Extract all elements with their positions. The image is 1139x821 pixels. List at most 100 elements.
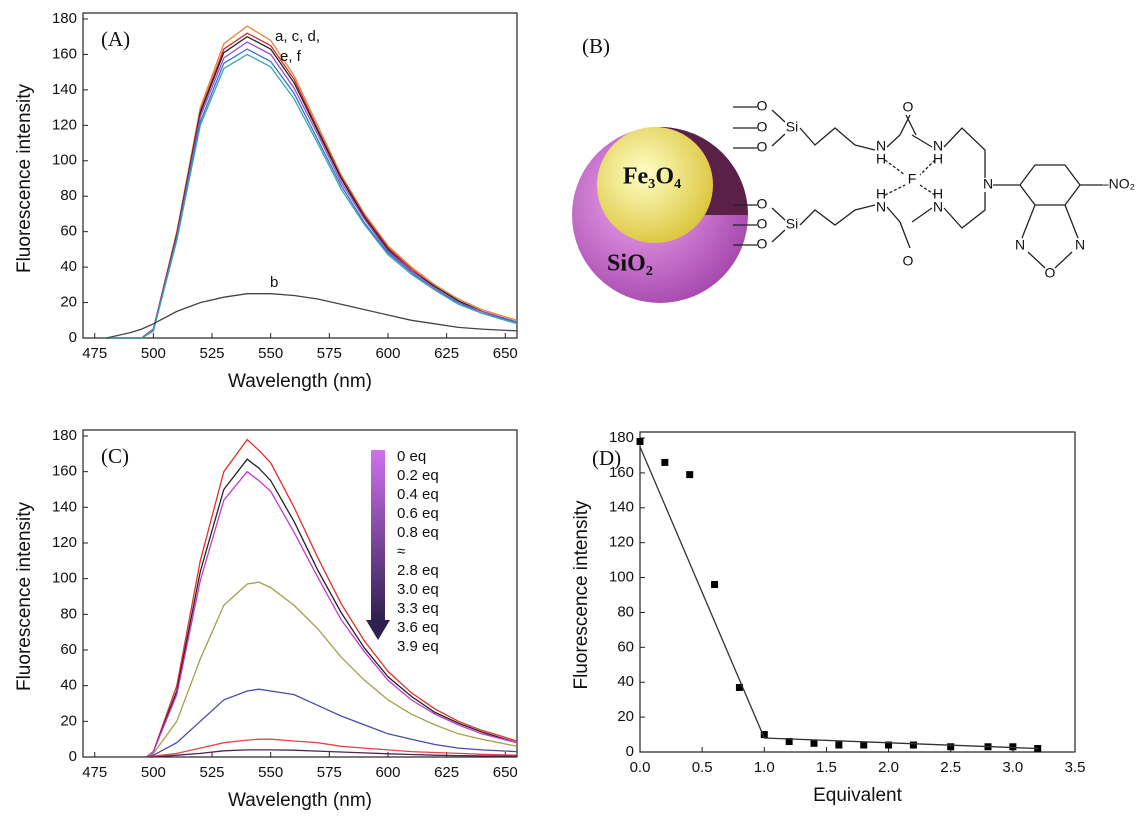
series-label: 3.6 eq [397, 619, 439, 636]
bonds [733, 106, 1102, 269]
y-tick-label: 80 [60, 187, 77, 204]
atom: F [908, 171, 917, 187]
y-tick-label: 40 [617, 673, 634, 690]
x-tick-label: 575 [317, 345, 342, 362]
atom: O [757, 196, 768, 212]
x-tick-label: 525 [200, 345, 225, 362]
series-line [106, 25, 518, 339]
atom: N [1015, 237, 1025, 253]
panel-label: (A) [101, 27, 130, 51]
x-tick-label: 550 [258, 764, 283, 781]
magnetite-core [597, 127, 713, 243]
y-tick-label: 180 [609, 429, 634, 446]
scatter-point [885, 741, 893, 749]
annotation: e, f [280, 48, 302, 65]
y-tick-label: 100 [52, 152, 77, 169]
core-label: Fe₃O₄ [623, 164, 681, 190]
y-tick-label: 160 [609, 464, 634, 481]
scatter-point [636, 437, 644, 445]
y-tick-label: 140 [609, 499, 634, 516]
x-tick-label: 550 [258, 345, 283, 362]
atom: O [757, 139, 768, 155]
series-label: ≈ [397, 543, 405, 560]
scatter-point [860, 741, 868, 749]
x-axis-label: Wavelength (nm) [228, 790, 372, 811]
x-tick-label: 0.0 [630, 759, 651, 776]
y-tick-label: 20 [617, 708, 634, 725]
scatter-point [686, 471, 694, 479]
atom: H [876, 186, 886, 202]
atom: N [876, 199, 886, 215]
y-tick-label: 120 [609, 534, 634, 551]
atom: Si [786, 119, 798, 135]
y-tick-label: 140 [52, 81, 77, 98]
y-tick-label: 100 [52, 570, 77, 587]
series-line [145, 458, 518, 758]
x-tick-label: 600 [375, 764, 400, 781]
atom: O [757, 216, 768, 232]
gradient-arrow-head [366, 620, 390, 640]
x-tick-label: 650 [493, 345, 518, 362]
x-tick-label: 3.0 [1002, 759, 1023, 776]
y-tick-label: 180 [52, 10, 77, 27]
atom: –NO₂ [1101, 176, 1135, 192]
series-line [145, 438, 518, 758]
scatter-point [661, 458, 669, 466]
x-tick-label: 525 [200, 764, 225, 781]
y-axis-label: Fluorescence intensity [14, 83, 35, 273]
scatter-point [735, 683, 743, 691]
atom: O [757, 236, 768, 252]
series-label: 0.6 eq [397, 505, 439, 522]
series-line [106, 48, 518, 339]
series-label: 3.3 eq [397, 600, 439, 617]
y-tick-label: 120 [52, 116, 77, 133]
series-label: 0.8 eq [397, 524, 439, 541]
atom: N [933, 199, 943, 215]
y-tick-label: 80 [60, 605, 77, 622]
series-line [106, 32, 518, 339]
x-tick-label: 575 [317, 764, 342, 781]
x-tick-label: 475 [82, 345, 107, 362]
atom: O [903, 99, 914, 115]
plot-frame [639, 431, 1076, 753]
atom: Si [786, 216, 798, 232]
series-line [146, 738, 518, 758]
y-axis-label: Fluorescence intensity [14, 501, 35, 691]
x-tick-label: 625 [434, 764, 459, 781]
atom: N [983, 176, 993, 192]
y-tick-label: 60 [617, 638, 634, 655]
atom: O [757, 119, 768, 135]
series-line [145, 470, 518, 758]
series-line [106, 53, 518, 339]
series-label: 3.0 eq [397, 581, 439, 598]
scatter-point [785, 738, 793, 746]
atom: N [933, 138, 943, 154]
y-tick-label: 0 [69, 329, 77, 346]
scatter-point [810, 739, 818, 747]
x-tick-label: 2.5 [940, 759, 961, 776]
x-tick-label: 0.5 [692, 759, 713, 776]
y-axis-label: Fluorescence intensity [571, 500, 592, 690]
series-line [106, 41, 518, 339]
y-tick-label: 160 [52, 45, 77, 62]
x-tick-label: 475 [82, 764, 107, 781]
y-tick-label: 140 [52, 498, 77, 515]
y-tick-label: 20 [60, 712, 77, 729]
y-tick-label: 40 [60, 258, 77, 275]
scatter-point [1009, 743, 1017, 751]
series-label: 0.2 eq [397, 467, 439, 484]
y-tick-label: 20 [60, 294, 77, 311]
plot-frame [82, 429, 518, 758]
x-tick-label: 1.5 [816, 759, 837, 776]
scatter-point [1034, 745, 1042, 753]
x-tick-label: 500 [141, 764, 166, 781]
y-tick-label: 180 [52, 427, 77, 444]
scatter-point [711, 581, 719, 589]
atom: H [876, 151, 886, 167]
y-tick-label: 0 [626, 743, 634, 760]
atom: N [876, 138, 886, 154]
y-tick-label: 100 [609, 569, 634, 586]
gradient-arrow-shaft [371, 450, 385, 620]
series-label: 2.8 eq [397, 562, 439, 579]
